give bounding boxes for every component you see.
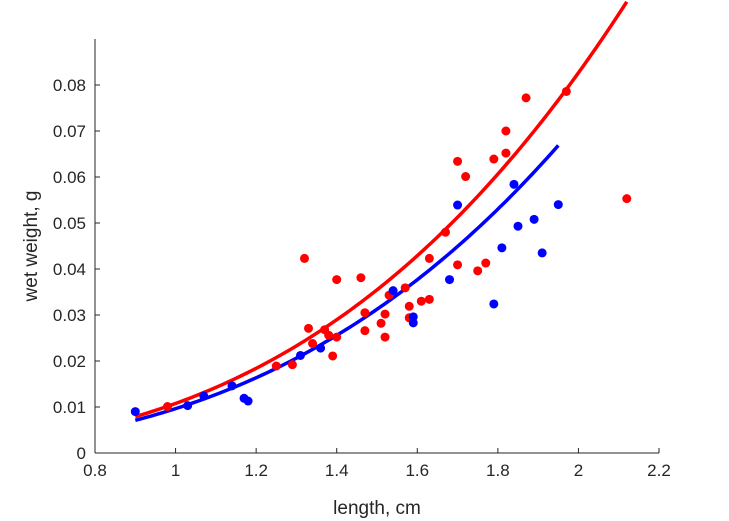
data-point-series-2 — [130, 407, 140, 417]
data-point-series-1 — [380, 309, 390, 319]
data-point-series-1 — [332, 275, 342, 285]
data-point-series-1 — [287, 360, 297, 370]
data-point-series-1 — [622, 194, 632, 204]
data-point-series-1 — [360, 308, 370, 318]
y-tick-label: 0.03 — [53, 306, 86, 325]
data-point-series-1 — [380, 332, 390, 342]
y-tick-label: 0.06 — [53, 168, 86, 187]
data-point-series-1 — [481, 258, 491, 268]
data-point-series-2 — [183, 401, 193, 411]
data-point-series-1 — [299, 253, 309, 263]
data-point-series-1 — [356, 273, 366, 283]
data-point-series-2 — [509, 179, 519, 189]
data-point-series-1 — [324, 330, 334, 340]
plot-area — [130, 0, 632, 423]
data-point-series-1 — [473, 266, 483, 276]
x-axis-label: length, cm — [333, 498, 421, 519]
data-point-series-2 — [497, 243, 507, 253]
data-point-series-1 — [453, 156, 463, 166]
data-point-series-1 — [304, 323, 314, 333]
x-tick-label: 1.2 — [244, 461, 268, 480]
x-tick-label: 1.6 — [405, 461, 429, 480]
fit-line-1 — [134, 0, 629, 419]
data-point-series-2 — [408, 318, 418, 328]
data-point-series-1 — [489, 154, 499, 164]
data-point-series-1 — [163, 402, 173, 412]
data-point-series-2 — [295, 350, 305, 360]
data-point-series-2 — [316, 343, 326, 353]
data-point-series-1 — [332, 332, 342, 342]
y-tick-label: 0.07 — [53, 122, 86, 141]
data-point-series-1 — [400, 283, 410, 293]
x-tick-label: 2 — [574, 461, 583, 480]
x-tick-label: 1.4 — [325, 461, 349, 480]
data-point-series-1 — [501, 148, 511, 158]
data-point-series-2 — [553, 200, 563, 210]
data-point-series-1 — [360, 326, 370, 336]
data-point-series-2 — [388, 286, 398, 296]
data-point-series-1 — [453, 260, 463, 270]
y-tick-label: 0.05 — [53, 214, 86, 233]
data-point-series-2 — [513, 221, 523, 231]
data-point-series-1 — [271, 361, 281, 371]
data-point-series-2 — [227, 381, 237, 391]
x-tick-label: 1.8 — [486, 461, 510, 480]
data-point-series-1 — [461, 172, 471, 182]
data-point-series-1 — [416, 296, 426, 306]
data-point-series-2 — [529, 214, 539, 224]
data-point-series-2 — [199, 391, 209, 401]
x-tick-label: 2.2 — [647, 461, 671, 480]
data-point-series-1 — [376, 318, 386, 328]
data-point-series-1 — [424, 253, 434, 263]
x-tick-label: 0.8 — [83, 461, 107, 480]
data-point-series-1 — [424, 294, 434, 304]
data-point-series-2 — [445, 275, 455, 285]
data-point-series-1 — [521, 93, 531, 103]
axes: 0.8 1 1.2 1.4 1.6 1.8 2 2.2 0 0.01 0.02 0.03 0.04 0.0… — [53, 39, 671, 480]
data-point-series-2 — [243, 396, 253, 406]
y-tick-label: 0.02 — [53, 352, 86, 371]
data-point-series-2 — [489, 299, 499, 309]
data-point-series-2 — [453, 200, 463, 210]
y-axis-label: wet weight, g — [21, 191, 42, 303]
data-point-series-1 — [308, 339, 318, 349]
data-point-series-1 — [404, 301, 414, 311]
y-tick-label: 0.08 — [53, 76, 86, 95]
data-point-series-1 — [328, 351, 338, 361]
data-point-series-1 — [501, 126, 511, 136]
data-point-series-2 — [537, 248, 547, 258]
y-tick-label: 0.04 — [53, 260, 86, 279]
data-point-series-1 — [561, 86, 571, 96]
data-point-series-1 — [440, 227, 450, 237]
y-tick-label: 0.01 — [53, 398, 86, 417]
x-tick-label: 1 — [171, 461, 180, 480]
y-tick-label: 0 — [77, 444, 86, 463]
